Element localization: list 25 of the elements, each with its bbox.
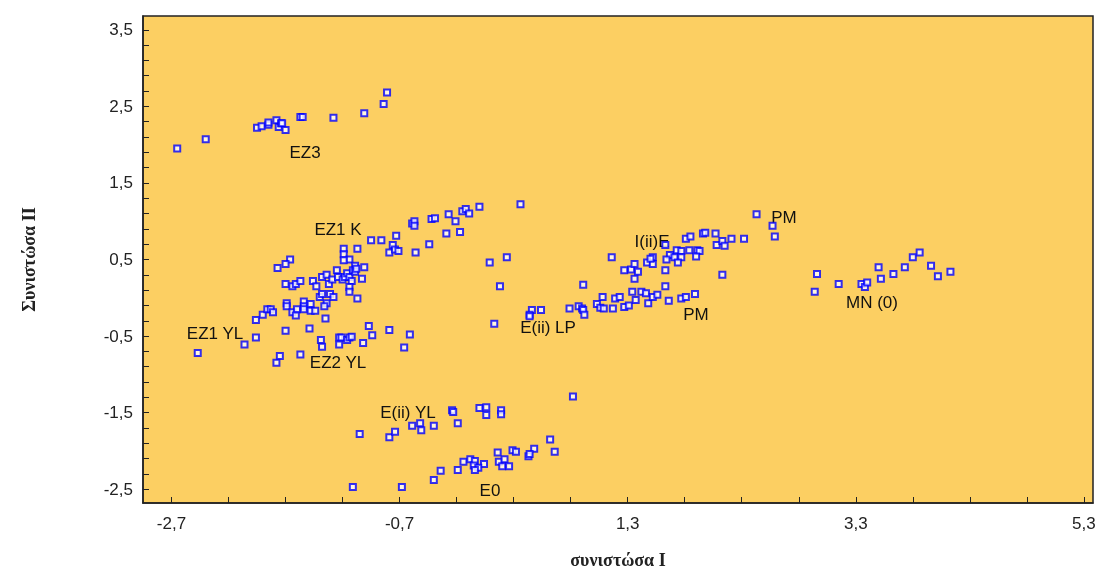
annotation: EZ1 K	[314, 219, 363, 239]
x-tick-label: 1,3	[615, 514, 640, 533]
annotation: MN (0)	[846, 292, 898, 312]
annotation: EZ3	[289, 142, 321, 162]
x-tick-label: 3,3	[843, 514, 868, 533]
x-tick-label: -0,7	[384, 514, 415, 533]
annotation: I(ii)E	[634, 231, 670, 251]
y-tick-label: 1,5	[109, 173, 133, 193]
y-tick-label: -1,5	[103, 403, 133, 423]
x-tick-label: -2,7	[156, 514, 187, 533]
y-tick-label: -0,5	[103, 326, 133, 346]
y-tick-label: 0,5	[109, 250, 133, 269]
annotation: EZ1 YL	[186, 323, 244, 343]
annotation: PM	[683, 304, 709, 324]
y-tick-label: 2,5	[109, 96, 133, 116]
annotation: PM	[771, 207, 797, 227]
annotation: EZ2 YL	[309, 352, 367, 372]
annotation: E0	[479, 480, 501, 500]
annotation: E(ii) LP	[520, 317, 576, 337]
y-axis-title: Συνιστώσα II	[19, 207, 39, 312]
y-tick-label: -2,5	[103, 479, 133, 499]
annotation: E(ii) YL	[380, 402, 436, 422]
x-tick-label: 5,3	[1072, 514, 1096, 533]
x-axis-title: συνιστώσα I	[570, 550, 666, 570]
y-tick-label: 3,5	[109, 20, 133, 40]
